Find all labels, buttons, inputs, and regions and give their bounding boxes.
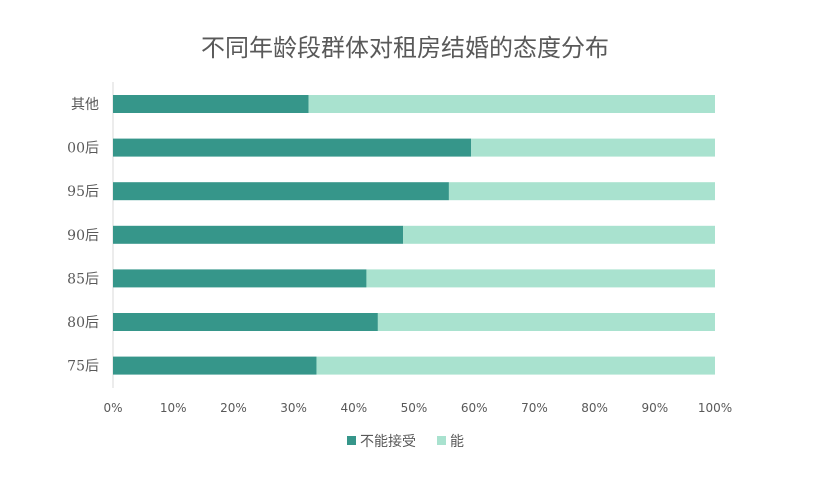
x-tick-label-2: 20%: [220, 401, 247, 415]
bar-unacceptable-0: [113, 95, 309, 113]
bar-unacceptable-3: [113, 225, 404, 244]
category-label-0: 其他: [71, 97, 99, 113]
legend-label-unacceptable: 不能接受: [360, 433, 416, 450]
category-label-5: 80后: [67, 315, 99, 331]
bar-acceptable-5: [377, 313, 715, 331]
x-tick-label-4: 40%: [340, 401, 367, 415]
chart-title: 不同年龄段群体对租房结婚的态度分布: [201, 34, 609, 62]
x-tick-label-10: 100%: [698, 401, 732, 415]
x-tick-label-1: 10%: [160, 401, 187, 415]
bar-acceptable-3: [403, 225, 715, 244]
bars-layer: [113, 95, 715, 375]
category-label-4: 85后: [67, 271, 99, 287]
x-tick-label-5: 50%: [401, 401, 428, 415]
legend-label-acceptable: 能: [450, 434, 464, 450]
bar-unacceptable-2: [113, 182, 449, 201]
bar-unacceptable-5: [113, 313, 378, 331]
legend-swatch-unacceptable: [347, 436, 356, 445]
x-tick-label-0: 0%: [103, 401, 122, 415]
x-tick-label-9: 90%: [641, 401, 668, 415]
value-axis-ticks: 0% 10% 20% 30% 40% 50% 60% 70% 80% 90% 100%: [103, 401, 732, 415]
category-label-2: 95后: [67, 184, 99, 200]
legend-swatch-acceptable: [437, 436, 446, 445]
category-label-6: 75后: [67, 359, 99, 375]
bar-unacceptable-6: [113, 356, 317, 375]
category-label-1: 00后: [67, 141, 99, 157]
bar-unacceptable-4: [113, 269, 367, 288]
bar-acceptable-0: [308, 95, 715, 113]
x-tick-label-6: 60%: [461, 401, 488, 415]
x-tick-label-3: 30%: [280, 401, 307, 415]
legend: 不能接受 能: [347, 433, 464, 450]
bar-acceptable-1: [471, 138, 715, 157]
bar-acceptable-2: [448, 182, 715, 201]
bar-unacceptable-1: [113, 138, 472, 157]
bar-acceptable-4: [366, 269, 715, 288]
x-tick-label-7: 70%: [521, 401, 548, 415]
category-label-3: 90后: [67, 228, 99, 244]
bar-acceptable-6: [316, 356, 715, 375]
category-labels: 其他 00后 95后 90后 85后 80后 75后: [67, 97, 99, 375]
x-tick-label-8: 80%: [581, 401, 608, 415]
